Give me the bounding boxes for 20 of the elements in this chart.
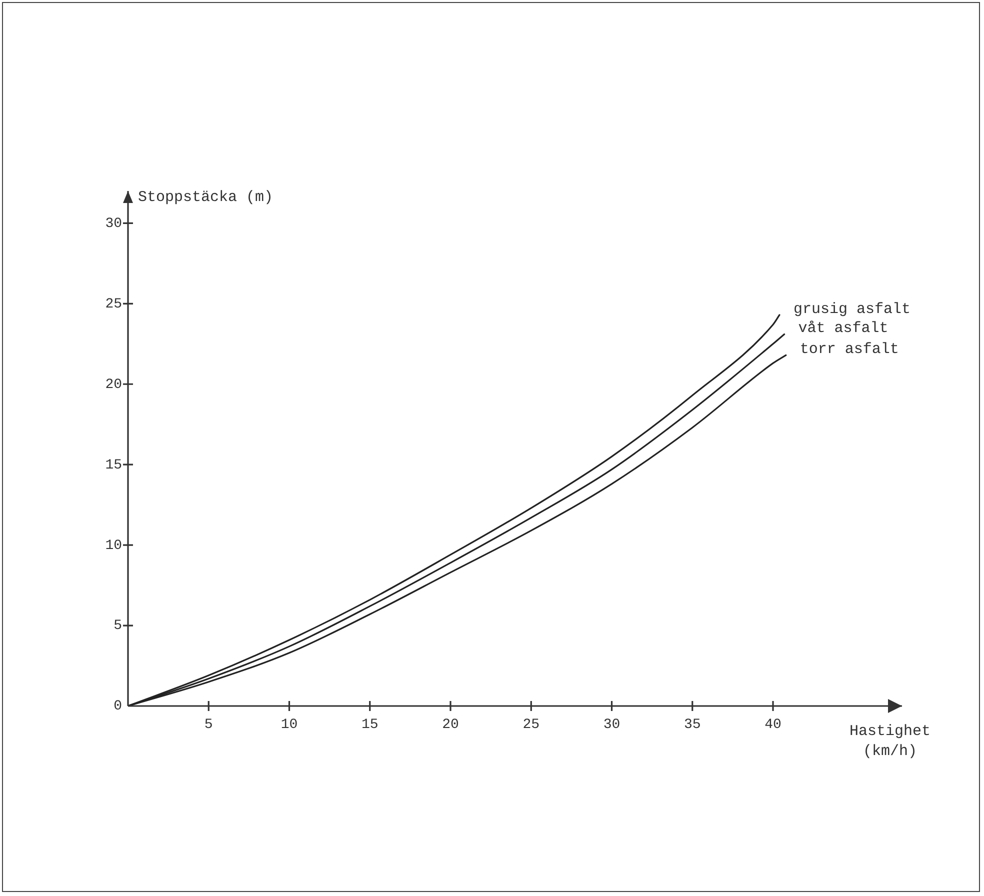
y-tick-label: 10 xyxy=(105,538,122,554)
y-tick-label: 15 xyxy=(105,457,122,474)
x-tick-label: 30 xyxy=(603,717,620,734)
series-label: torr asfalt xyxy=(800,341,899,358)
y-tick-label: 5 xyxy=(114,618,122,634)
x-tick-label: 20 xyxy=(442,717,459,734)
y-tick-label: 25 xyxy=(105,296,122,312)
y-tick-label: 0 xyxy=(114,698,122,715)
x-tick-label: 25 xyxy=(522,717,540,734)
x-tick-label: 40 xyxy=(764,717,782,734)
series-label: våt asfalt xyxy=(798,320,888,338)
series-label: grusig asfalt xyxy=(793,300,910,318)
y-tick-label: 20 xyxy=(105,376,122,393)
x-axis-title: Hastighet (km/h) xyxy=(849,722,931,760)
x-tick-label: 5 xyxy=(204,717,213,734)
x-tick-label: 10 xyxy=(280,717,298,734)
x-tick-label: 15 xyxy=(361,717,378,734)
y-tick-label: 30 xyxy=(105,216,122,232)
y-axis-title: Stoppstäcka (m) xyxy=(138,188,274,206)
x-tick-label: 35 xyxy=(684,717,701,734)
